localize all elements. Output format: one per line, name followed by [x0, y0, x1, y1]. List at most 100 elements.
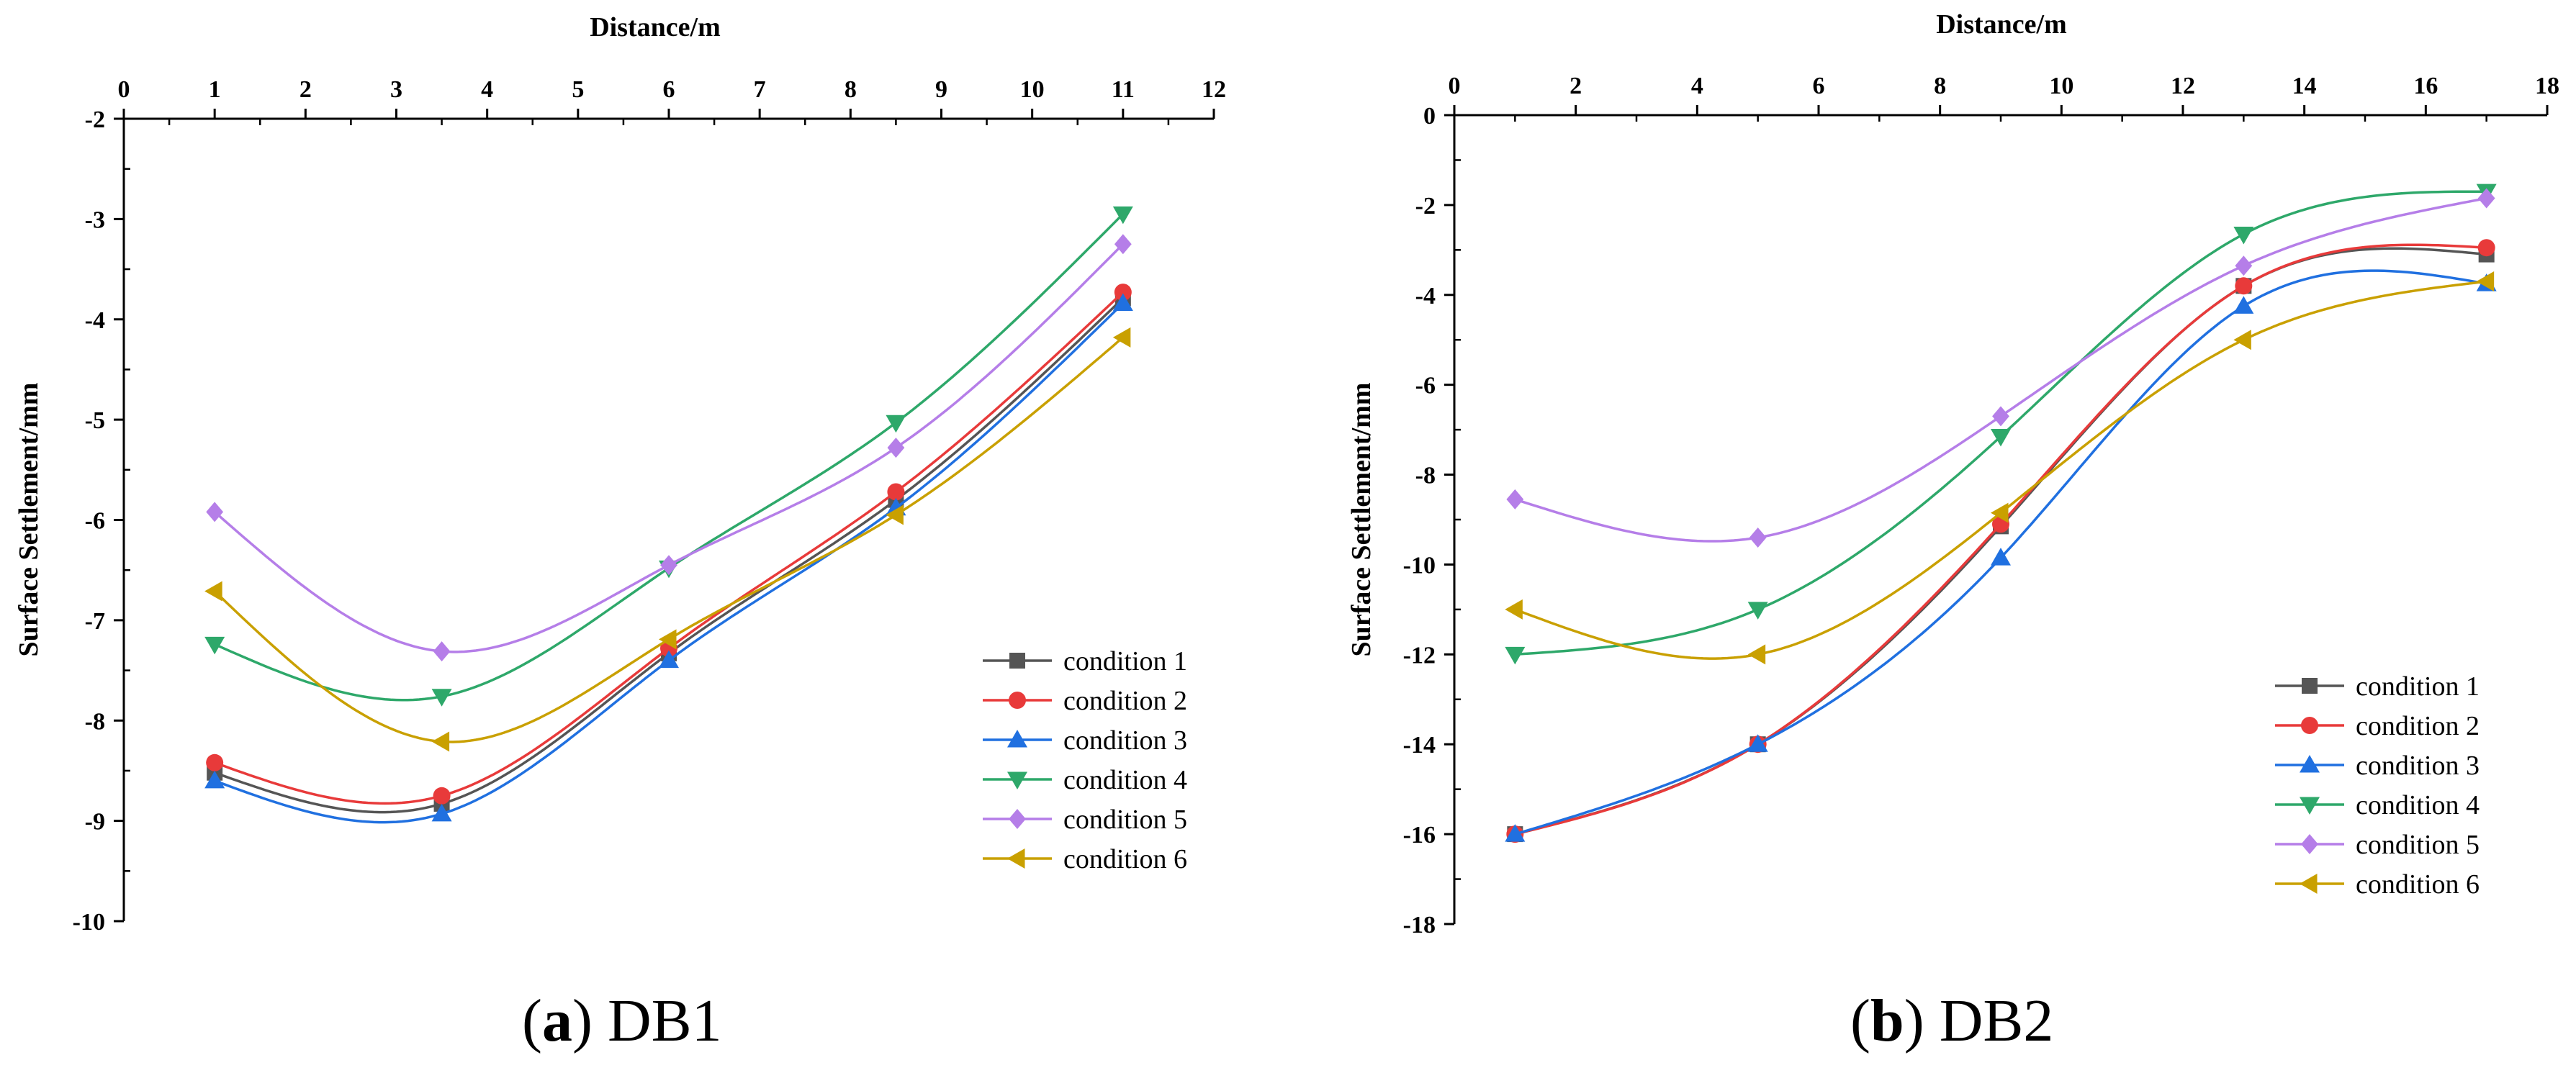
data-point	[2235, 277, 2253, 295]
series-1	[207, 290, 1131, 814]
y-tick-label: -2	[85, 107, 105, 133]
x-tick-label: 8	[845, 76, 857, 103]
x-tick-label: 18	[2535, 73, 2559, 99]
series-2	[206, 284, 1132, 805]
y-tick-label: 0	[1423, 103, 1436, 130]
x-tick-label: 6	[663, 76, 675, 103]
data-point	[887, 438, 905, 458]
legend-label: condition 5	[1063, 805, 1187, 835]
x-tick-label: 7	[754, 76, 766, 103]
data-point	[1747, 602, 1768, 620]
data-point	[659, 650, 679, 669]
data-point	[887, 483, 905, 501]
y-tick-label: -8	[85, 708, 105, 735]
legend-label: condition 2	[2356, 711, 2480, 741]
x-tick-label: 12	[2171, 73, 2195, 99]
x-tick-label: 4	[1691, 73, 1703, 99]
series-line	[1514, 280, 2487, 660]
series-1	[1507, 246, 2495, 843]
caption-db1-paren-close: )	[572, 987, 593, 1054]
legend-marker	[1007, 848, 1025, 869]
data-point	[431, 689, 452, 707]
data-point	[1747, 644, 1766, 665]
data-point	[204, 581, 222, 602]
legend-label: condition 2	[1063, 686, 1187, 716]
data-point	[1749, 527, 1767, 548]
series-2	[1506, 239, 2495, 843]
data-point	[433, 641, 451, 662]
y-tick-label: -10	[73, 909, 105, 936]
series-line	[214, 291, 1124, 805]
legend: condition 1 condition 2 condition 3 conditi…	[2275, 671, 2480, 900]
x-tick-label: 16	[2413, 73, 2438, 99]
legend-marker	[2300, 874, 2318, 894]
data-point	[431, 803, 452, 822]
data-point	[886, 415, 906, 433]
legend-label: condition 4	[1063, 765, 1187, 795]
data-point	[886, 504, 904, 525]
data-point	[1505, 824, 1526, 842]
y-tick-label: -7	[85, 608, 105, 635]
legend-marker	[1007, 771, 1027, 789]
series-line	[214, 243, 1125, 653]
x-tick-label: 10	[1020, 76, 1045, 103]
data-point	[660, 555, 677, 576]
series-5	[1506, 188, 2495, 548]
x-tick-label: 4	[481, 76, 493, 103]
data-point	[2477, 188, 2495, 209]
data-point	[1747, 734, 1768, 752]
y-tick-label: -4	[1415, 283, 1436, 309]
legend-label: condition 6	[2356, 869, 2480, 900]
y-tick-label: -3	[85, 207, 105, 233]
data-point	[1992, 406, 2009, 427]
y-axis-title: Surface Settlement/mm	[1346, 383, 1377, 657]
series-6	[1505, 271, 2495, 665]
x-tick-label: 5	[572, 76, 584, 103]
legend-marker	[2300, 755, 2320, 773]
data-point	[1112, 206, 1133, 225]
legend-marker	[1009, 809, 1026, 829]
x-tick-label: 6	[1813, 73, 1825, 99]
x-tick-label: 9	[935, 76, 947, 103]
legend-marker	[1009, 692, 1026, 709]
legend-label: condition 5	[2356, 830, 2480, 860]
data-point	[1112, 293, 1133, 311]
y-tick-label: -6	[1415, 373, 1436, 399]
y-tick-label: -4	[85, 307, 105, 334]
legend: condition 1 condition 2 condition 3 conditi…	[983, 646, 1187, 874]
data-point	[431, 731, 450, 752]
x-tick-label: 2	[300, 76, 312, 103]
data-point	[204, 636, 225, 655]
data-point	[1991, 502, 2009, 523]
y-tick-label: -8	[1415, 463, 1436, 489]
caption-db2-paren-open: (	[1850, 987, 1870, 1054]
data-point	[2233, 296, 2254, 314]
y-tick-label: -16	[1403, 822, 1436, 848]
caption-db2-letter: b	[1870, 987, 1904, 1054]
y-tick-label: -18	[1403, 912, 1436, 938]
series-3	[1505, 269, 2497, 842]
data-point	[659, 629, 677, 650]
data-point	[1505, 599, 1523, 620]
y-tick-label: -12	[1403, 642, 1436, 669]
legend-label: condition 1	[2356, 671, 2480, 702]
data-point	[206, 502, 224, 522]
data-point	[1991, 428, 2011, 447]
x-tick-label: 10	[2049, 73, 2073, 99]
chart-panel-2: 0 2 4 6 8 10 12 14 16 18 0 -2 -4 -6 -8 -10 -12 -14 -16 -18 D…	[1346, 9, 2559, 938]
caption-db2: (b) DB2	[1850, 986, 2053, 1056]
legend-label: condition 1	[1063, 646, 1187, 676]
legend-marker	[2301, 834, 2318, 854]
x-tick-label: 14	[2292, 73, 2317, 99]
caption-db1-name: DB1	[607, 987, 722, 1054]
y-tick-label: -2	[1415, 193, 1436, 219]
x-axis-title: Distance/m	[590, 12, 721, 42]
x-tick-label: 11	[1112, 76, 1135, 103]
y-tick-label: -5	[85, 407, 105, 434]
legend-marker	[2301, 717, 2318, 734]
caption-db1: (a) DB1	[522, 986, 722, 1056]
y-tick-label: -14	[1403, 732, 1436, 759]
x-tick-label: 3	[390, 76, 402, 103]
data-point	[2233, 226, 2254, 245]
